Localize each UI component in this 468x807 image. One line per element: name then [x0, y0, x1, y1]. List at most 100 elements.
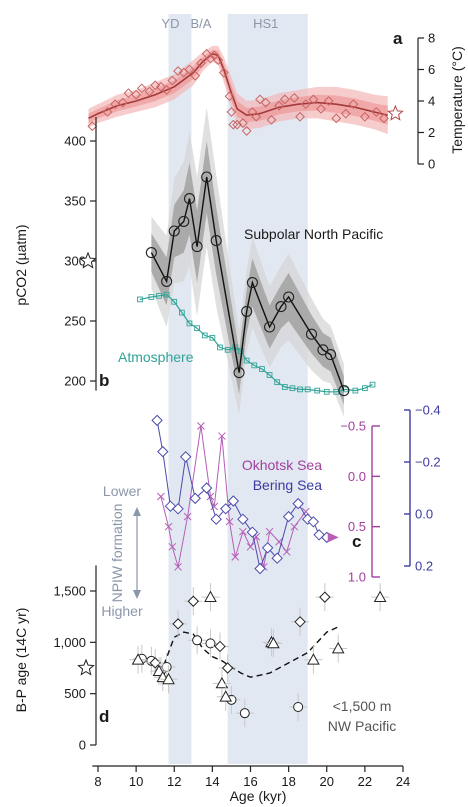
temperature-point	[110, 99, 121, 110]
x-tick-label: 18	[281, 774, 295, 789]
region-note: NW Pacific	[328, 718, 396, 734]
atmosphere-point	[171, 298, 178, 305]
temperature-point	[274, 100, 285, 111]
bering-point	[172, 503, 184, 515]
temperature-point	[131, 89, 142, 100]
okhotsk-point	[246, 542, 255, 551]
pacific-point	[183, 193, 196, 205]
bp-age-diamond	[294, 616, 306, 628]
bp-age-points	[129, 583, 390, 728]
atmosphere-point	[186, 320, 193, 327]
okhotsk-point	[197, 422, 205, 430]
band-label-yd: YD	[161, 16, 179, 31]
atmosphere-point	[224, 346, 231, 353]
atmosphere-point	[352, 387, 359, 394]
pacific-point	[178, 215, 190, 227]
temperature-tick-label: 4	[428, 94, 435, 109]
series-end-marker	[327, 532, 339, 543]
temperature-axis-title: Temperature (°C)	[449, 46, 465, 154]
bp-age-triangle	[204, 590, 217, 603]
pacific-point	[191, 241, 203, 253]
pco2-tick-label: 200	[64, 374, 86, 389]
temperature-point	[289, 92, 300, 103]
panel-a-letter: a	[393, 29, 403, 48]
bering-point	[210, 513, 222, 525]
atmosphere-point	[209, 334, 216, 341]
npiw-lower-label: Lower	[103, 483, 141, 499]
atmosphere-point	[266, 372, 273, 378]
temperature-point	[136, 83, 147, 94]
panel-b-pco2: 200 250 300 350 400 pCO2 (µatm) Subpolar Nor…	[13, 107, 383, 418]
bp-age-diamond	[187, 595, 200, 607]
atmosphere-series-label: Atmosphere	[118, 349, 194, 365]
atmosphere-point	[362, 385, 368, 392]
bering-point	[200, 482, 213, 494]
bp-age-diamond	[172, 618, 184, 630]
atmosphere-point	[179, 309, 185, 316]
okhotsk-tick-label: 1.0	[348, 570, 366, 585]
temperature-point	[323, 96, 334, 106]
temperature-point	[308, 94, 319, 105]
x-tick-label: 10	[129, 774, 143, 789]
okhotsk-point	[282, 547, 291, 556]
x-tick-label: 14	[205, 774, 219, 789]
band-yd	[168, 14, 192, 764]
atmosphere-point	[259, 366, 265, 372]
bp-age-diamond	[214, 640, 226, 653]
npiw-arrow-up	[133, 507, 141, 516]
atmosphere-series	[137, 291, 376, 395]
age-x-axis: 8 10 12 14 16 18 20 22 24	[92, 765, 410, 789]
bering-tick-label: −0.4	[415, 403, 441, 418]
bering-label: Bering Sea	[253, 477, 322, 493]
band-label-ba: B/A	[190, 16, 211, 31]
pacific-point	[201, 171, 213, 183]
panel-c-npiw: −0.50.00.51.0−0.4−0.20.00.2 Okhotsk Sea …	[101, 403, 440, 620]
temperature-point	[255, 94, 265, 105]
x-tick-label: 12	[167, 774, 181, 789]
bp-age-circle	[205, 638, 216, 649]
temperature-tick-label: 2	[428, 125, 435, 140]
pacific-point	[246, 277, 258, 289]
temperature-outer-band	[88, 45, 388, 135]
panel-c-letter: c	[352, 532, 361, 551]
temperature-point	[144, 86, 155, 97]
bp-age-circle	[161, 661, 172, 672]
temperature-point	[279, 94, 290, 105]
atmosphere-point	[148, 294, 155, 300]
pacific-point	[233, 367, 245, 379]
atmosphere-point	[323, 388, 330, 395]
bering-point	[292, 497, 304, 510]
temperature-point	[150, 80, 161, 91]
atmosphere-point	[314, 387, 321, 394]
temperature-point	[295, 111, 305, 122]
npiw-double-arrow	[133, 507, 141, 599]
bp-age-tick-label: 0	[79, 738, 86, 753]
temperature-point	[371, 107, 382, 117]
temperature-point	[340, 108, 351, 119]
temperature-point	[359, 111, 370, 122]
pco2-tick-label: 300	[64, 254, 86, 269]
bp-age-trend-line	[154, 626, 339, 678]
temperature-point	[205, 53, 216, 64]
temperature-point	[117, 97, 128, 108]
temperature-tick-label: 8	[428, 31, 435, 46]
temperature-point	[260, 97, 271, 108]
pacific-point	[275, 301, 287, 313]
temperature-tick-label: 6	[428, 62, 435, 77]
okhotsk-label: Okhotsk Sea	[242, 457, 322, 473]
bp-age-tick-label: 1,500	[53, 584, 86, 599]
bp-age-triangle	[307, 653, 320, 665]
pco2-uncertainty	[151, 107, 344, 418]
atmosphere-point	[297, 386, 303, 393]
pco2-star	[79, 251, 97, 269]
pacific-point	[338, 385, 350, 397]
temperature-point	[167, 75, 178, 86]
bering-tick-label: 0.2	[415, 559, 433, 574]
temperature-point	[348, 99, 359, 110]
panel-b-letter: b	[99, 371, 109, 390]
bp-age-circle	[293, 702, 304, 713]
bering-point	[271, 552, 283, 564]
pacific-point	[283, 291, 295, 303]
atmosphere-point	[304, 386, 311, 393]
pco2-inner-band	[151, 141, 344, 405]
